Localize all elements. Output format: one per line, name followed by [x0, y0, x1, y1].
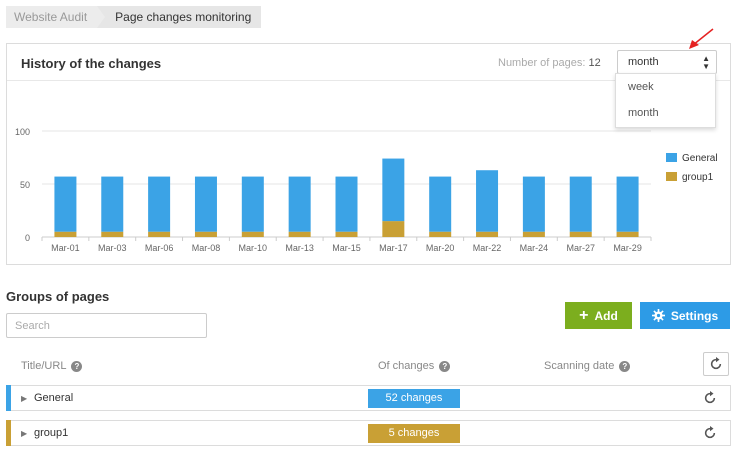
settings-button-label: Settings	[670, 308, 719, 323]
x-tick-label: Mar-01	[51, 243, 80, 253]
x-tick-label: Mar-20	[426, 243, 455, 253]
col-title: Title/URL ?	[21, 360, 83, 372]
col-title-label: Title/URL	[21, 360, 67, 372]
bar-group1	[476, 231, 499, 237]
bar-general	[194, 176, 217, 232]
bar-general	[569, 176, 592, 232]
x-tick-label: Mar-13	[285, 243, 314, 253]
refresh-icon[interactable]	[703, 391, 717, 405]
help-icon[interactable]: ?	[439, 360, 451, 372]
breadcrumb-page-changes: Page changes monitoring	[97, 6, 262, 28]
bar-group1	[522, 231, 545, 237]
bar-group1	[101, 231, 124, 237]
bar-group1	[382, 221, 405, 237]
history-panel: History of the changes Number of pages: …	[6, 43, 731, 265]
expand-icon[interactable]: ▶	[21, 429, 28, 438]
bar-general	[288, 176, 311, 232]
help-icon[interactable]: ?	[619, 360, 631, 372]
group-name: General	[34, 392, 74, 404]
x-tick-label: Mar-27	[566, 243, 595, 253]
group-color-bar	[6, 385, 11, 411]
x-tick-label: Mar-24	[520, 243, 549, 253]
col-changes: Of changes ?	[378, 360, 451, 372]
bar-group1	[335, 231, 358, 237]
bar-general	[54, 176, 77, 232]
breadcrumb: Website Audit Page changes monitoring	[6, 6, 262, 28]
legend-swatch	[666, 153, 677, 162]
x-tick-label: Mar-22	[473, 243, 502, 253]
breadcrumb-website-audit[interactable]: Website Audit	[6, 6, 106, 28]
bar-group1	[616, 231, 639, 237]
select-arrows-icon: ▲ ▼	[702, 54, 710, 71]
refresh-icon[interactable]	[703, 426, 717, 440]
bar-group1	[54, 231, 77, 237]
period-select[interactable]: month ▲ ▼	[617, 50, 717, 74]
x-tick-label: Mar-03	[98, 243, 127, 253]
x-tick-label: Mar-15	[332, 243, 361, 253]
group-color-bar	[6, 420, 11, 446]
col-date-label: Scanning date	[544, 360, 615, 372]
bar-general	[522, 176, 545, 232]
bar-group1	[569, 231, 592, 237]
y-tick-label: 0	[25, 233, 30, 243]
period-option-week[interactable]: week	[628, 81, 654, 93]
x-tick-label: Mar-17	[379, 243, 408, 253]
bar-general	[429, 176, 452, 232]
expand-icon[interactable]: ▶	[21, 394, 28, 403]
history-header: History of the changes Number of pages: …	[7, 44, 730, 81]
x-tick-label: Mar-08	[192, 243, 221, 253]
legend-swatch	[666, 172, 677, 181]
y-tick-label: 100	[15, 127, 30, 137]
col-date: Scanning date ?	[544, 360, 631, 372]
bar-general	[148, 176, 171, 232]
legend-label: General	[682, 153, 718, 164]
changes-badge[interactable]: 5 changes	[368, 424, 460, 443]
x-tick-label: Mar-29	[613, 243, 642, 253]
pages-count: Number of pages: 12	[498, 57, 601, 69]
bar-group1	[288, 231, 311, 237]
bar-general	[476, 170, 499, 232]
period-dropdown: week month	[615, 73, 716, 128]
bar-general	[101, 176, 124, 232]
gear-icon	[651, 309, 665, 322]
settings-button[interactable]: Settings	[640, 302, 730, 329]
group-row-group1[interactable]: ▶ group1 5 changes	[6, 420, 731, 446]
plus-icon: +	[579, 306, 589, 324]
add-button[interactable]: + Add	[565, 302, 632, 329]
legend-label: group1	[682, 172, 714, 183]
bar-group1	[194, 231, 217, 237]
groups-title: Groups of pages	[6, 289, 110, 304]
history-chart: 0 50 100 Mar-01 Mar-03 Mar-06 Mar-08 Mar-10 Mar-…	[15, 127, 718, 253]
bar-group1	[429, 231, 452, 237]
col-changes-label: Of changes	[378, 360, 435, 372]
changes-badge[interactable]: 52 changes	[368, 389, 460, 408]
history-title: History of the changes	[21, 56, 162, 71]
x-tick-label: Mar-06	[145, 243, 174, 253]
red-arrow-icon	[689, 28, 714, 49]
pages-count-value: 12	[588, 57, 601, 69]
bar-group1	[241, 231, 264, 237]
pages-count-label: Number of pages:	[498, 57, 586, 69]
group-row-general[interactable]: ▶ General 52 changes	[6, 385, 731, 411]
group-name: group1	[34, 427, 69, 439]
search-input[interactable]	[6, 313, 207, 338]
y-tick-label: 50	[20, 180, 30, 190]
bar-general	[335, 176, 358, 232]
bar-group1	[148, 231, 171, 237]
period-option-month[interactable]: month	[628, 107, 659, 119]
period-select-value: month	[628, 56, 659, 68]
bar-general	[616, 176, 639, 232]
refresh-all-button[interactable]	[703, 352, 729, 376]
refresh-icon	[710, 357, 722, 370]
x-tick-label: Mar-10	[239, 243, 268, 253]
bar-general	[382, 158, 405, 222]
bar-general	[241, 176, 264, 232]
add-button-label: Add	[594, 308, 618, 323]
help-icon[interactable]: ?	[71, 360, 83, 372]
